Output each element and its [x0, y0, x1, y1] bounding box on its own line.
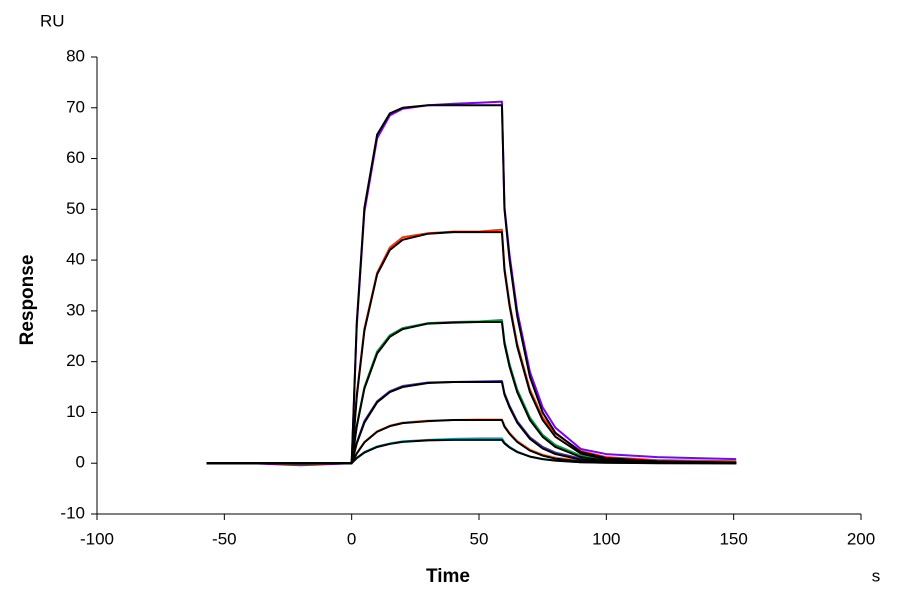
- x-tick-label: 0: [347, 529, 356, 548]
- x-tick-label: -100: [80, 529, 114, 548]
- y-tick-label: 10: [66, 402, 85, 421]
- x-tick-label: 150: [719, 529, 747, 548]
- x-axis-label: Time: [426, 566, 470, 587]
- y-tick-label: 20: [66, 351, 85, 370]
- x-tick-label: -50: [212, 529, 237, 548]
- y-unit: RU: [40, 11, 65, 30]
- sensorgram-line: [206, 380, 737, 465]
- y-tick-label: 0: [76, 453, 85, 472]
- y-tick-label: 70: [66, 97, 85, 116]
- y-tick-label: 60: [66, 148, 85, 167]
- sensorgram-line: [206, 100, 737, 467]
- y-tick-label: 50: [66, 199, 85, 218]
- y-axis-label: Response: [17, 255, 38, 346]
- y-tick-label: 40: [66, 250, 85, 269]
- sensorgram-line: [206, 419, 737, 465]
- y-tick-label: 30: [66, 300, 85, 319]
- sensorgram-line: [206, 438, 737, 465]
- sensorgram-line: [206, 379, 737, 465]
- y-tick-label: 80: [66, 46, 85, 65]
- sensorgram-line: [206, 228, 737, 466]
- x-unit: s: [872, 566, 881, 585]
- x-tick-label: 100: [592, 529, 620, 548]
- sensorgram-line: [206, 231, 737, 465]
- x-tick-label: 200: [847, 529, 875, 548]
- x-tick-label: 50: [470, 529, 489, 548]
- sensorgram-line: [206, 321, 737, 465]
- sensorgram-line: [206, 319, 737, 465]
- sensorgram-line: [206, 104, 737, 465]
- y-tick-label: -10: [60, 503, 85, 522]
